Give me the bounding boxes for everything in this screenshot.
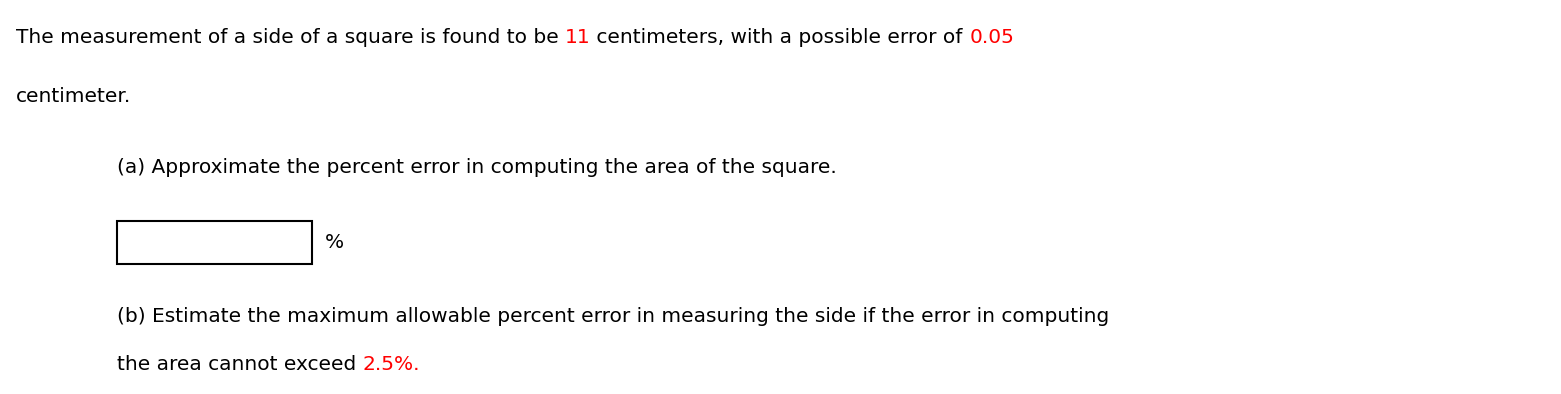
Text: (b) Estimate the maximum allowable percent error in measuring the side if the er: (b) Estimate the maximum allowable perce… xyxy=(117,307,1110,326)
Text: 11: 11 xyxy=(565,28,590,46)
Text: %: % xyxy=(325,233,343,252)
Text: (a) Approximate the percent error in computing the area of the square.: (a) Approximate the percent error in com… xyxy=(117,158,837,177)
Text: centimeter.: centimeter. xyxy=(16,87,131,106)
Bar xyxy=(117,221,312,264)
Text: 0.05: 0.05 xyxy=(969,28,1015,46)
Text: 2.5%.: 2.5%. xyxy=(362,355,420,374)
Text: centimeters, with a possible error of: centimeters, with a possible error of xyxy=(590,28,969,46)
Text: the area cannot exceed: the area cannot exceed xyxy=(117,355,362,374)
Text: The measurement of a side of a square is found to be: The measurement of a side of a square is… xyxy=(16,28,565,46)
